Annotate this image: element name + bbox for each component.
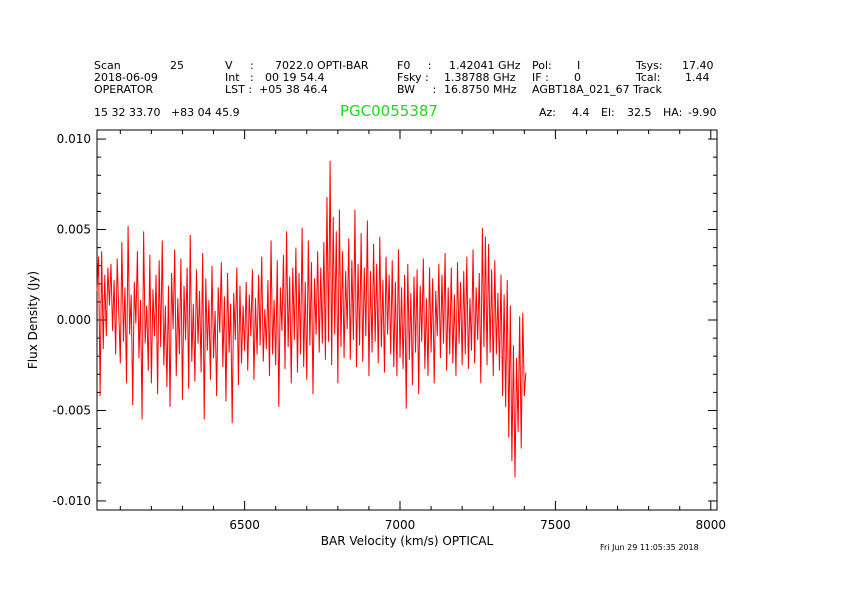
if-label: IF : (532, 71, 549, 84)
az-value: 4.4 (572, 106, 590, 119)
pol-label: Pol: (532, 59, 552, 72)
bw-value: 16.8750 MHz (444, 83, 517, 96)
fsky-label: Fsky : (397, 71, 429, 84)
plot-timestamp: Fri Jun 29 11:05:35 2018 (600, 543, 699, 552)
y-tick-label: -0.005 (52, 403, 91, 417)
fsky-value: 1.38788 GHz (444, 71, 516, 84)
y-tick-label: -0.010 (52, 494, 91, 508)
pol-value: I (577, 59, 581, 72)
x-tick-label: 6500 (229, 518, 260, 532)
f0-value: 1.42041 GHz (449, 59, 521, 72)
velocity-value: 7022.0 OPTI-BAR (275, 59, 369, 72)
scan-label: Scan (94, 59, 121, 72)
az-label: Az: (539, 106, 557, 119)
source-name: PGC0055387 (340, 102, 438, 120)
el-value: 32.5 (627, 106, 652, 119)
x-tick-label: 8000 (696, 518, 727, 532)
y-tick-label: 0.005 (57, 223, 91, 237)
el-label: El: (601, 106, 615, 119)
scan-value: 25 (170, 59, 184, 72)
int-label: Int : (225, 71, 254, 84)
ha-label: HA: (663, 106, 683, 119)
spectrum-series-line (96, 160, 527, 478)
tsys-label: Tsys: (636, 59, 663, 72)
velocity-label: V : (225, 59, 254, 72)
tsys-value: 17.40 (682, 59, 714, 72)
tcal-label: Tcal: (636, 71, 661, 84)
x-tick-label: 7000 (385, 518, 416, 532)
ha-value: -9.90 (688, 106, 717, 119)
observer-name: OPERATOR (94, 83, 154, 96)
tcal-value: 1.44 (685, 71, 710, 84)
lst-label: LST : (225, 83, 253, 96)
x-axis-label: BAR Velocity (km/s) OPTICAL (321, 534, 494, 548)
int-value: 00 19 54.4 (265, 71, 325, 84)
y-axis-label: Flux Density (Jy) (26, 271, 40, 369)
f0-label: F0 : (397, 59, 432, 72)
if-value: 0 (574, 71, 581, 84)
x-tick-label: 7500 (540, 518, 571, 532)
lst-value: +05 38 46.4 (259, 83, 328, 96)
bw-label: BW : (397, 83, 437, 96)
y-tick-label: 0.000 (57, 313, 91, 327)
y-tick-label: 0.010 (57, 132, 91, 146)
observation-date: 2018-06-09 (94, 71, 158, 84)
project-id: AGBT18A_021_67 Track (532, 83, 662, 96)
coordinates: 15 32 33.70 +83 04 45.9 (94, 106, 240, 119)
